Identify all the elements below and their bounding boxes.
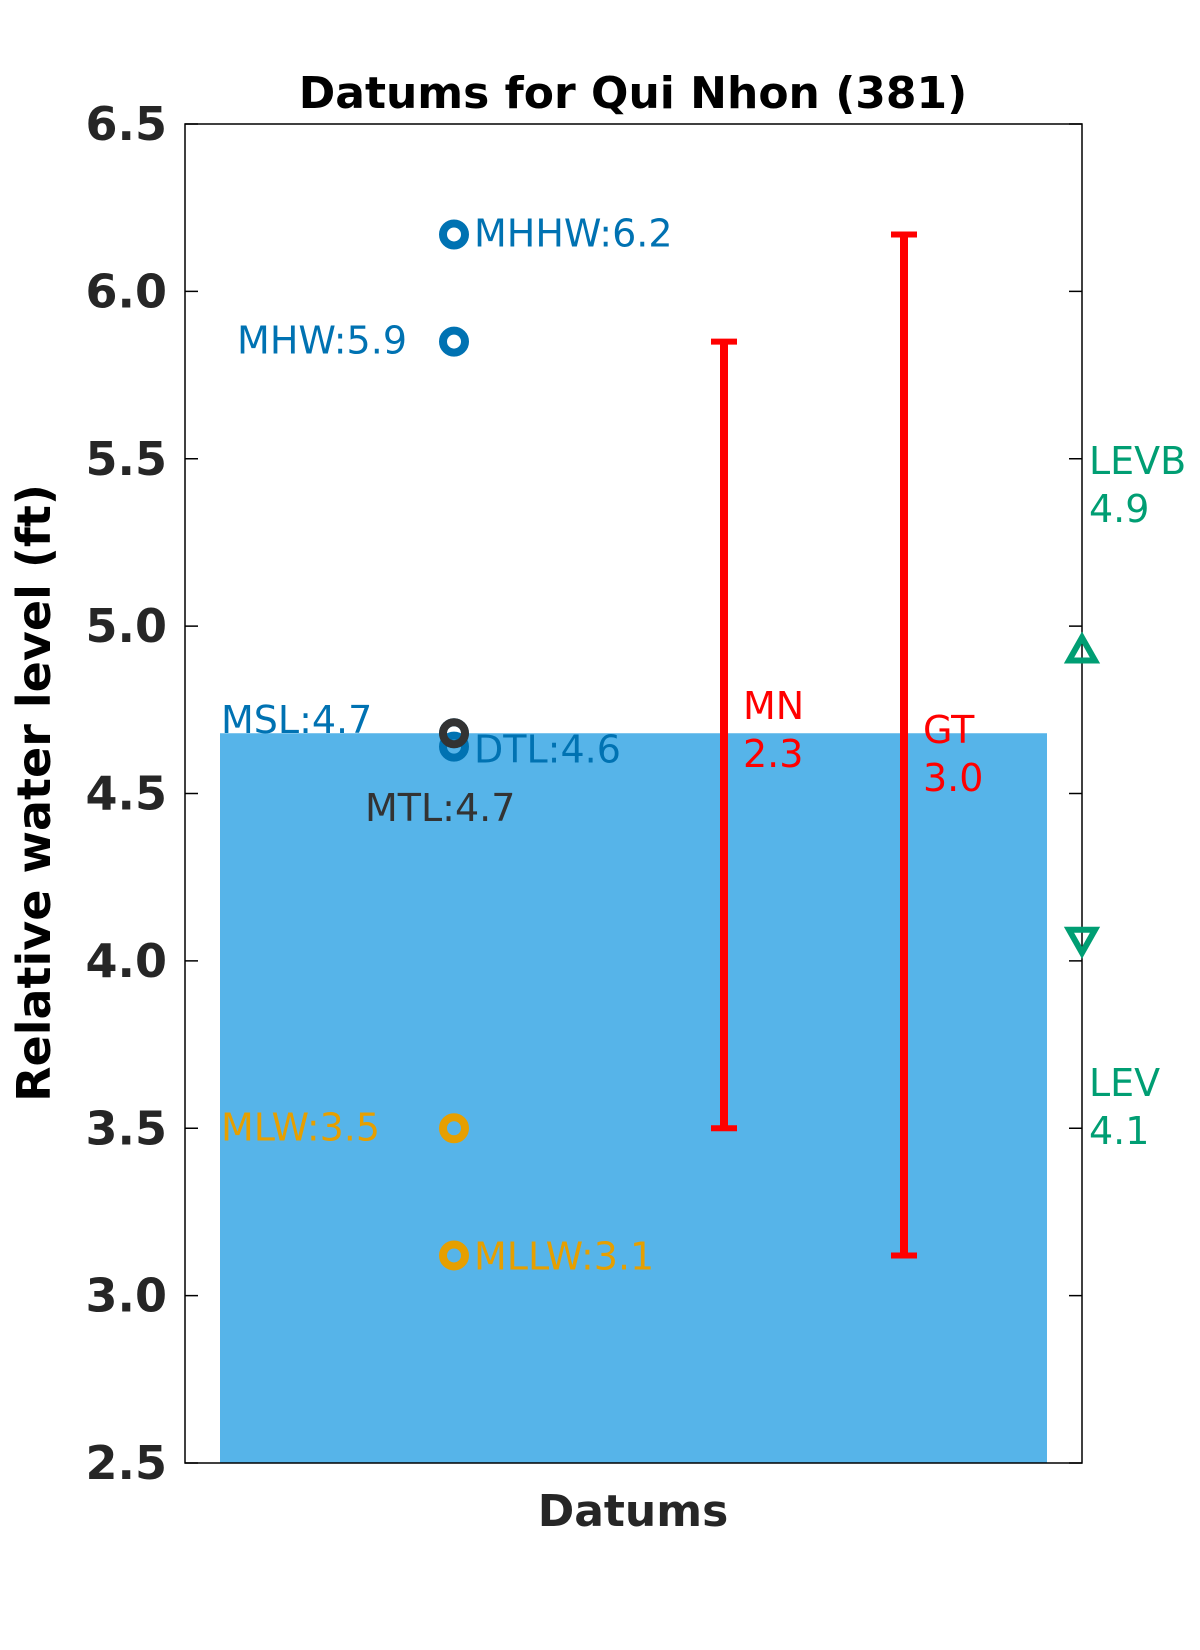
datum-label: DTL:4.6 <box>474 728 621 772</box>
extreme-label-value: 4.9 <box>1089 487 1149 531</box>
extreme-label-value: 4.1 <box>1089 1109 1149 1153</box>
y-tick-label: 6.0 <box>86 264 168 318</box>
y-tick-label: 4.5 <box>86 767 168 821</box>
datum-marker <box>439 731 469 762</box>
extreme-label-name: LEVB <box>1089 439 1186 483</box>
range-label-value: 3.0 <box>923 756 983 800</box>
datum-label: MSL:4.7 <box>221 698 372 742</box>
range-label-name: MN <box>743 684 804 728</box>
datum-label: MHW:5.9 <box>237 319 407 363</box>
y-tick-label: 3.5 <box>86 1101 168 1155</box>
datum-label: MTL:4.7 <box>365 786 515 830</box>
range-label-value: 2.3 <box>743 732 803 776</box>
y-tick-label: 5.0 <box>86 599 168 653</box>
extreme-marker <box>1063 926 1101 959</box>
x-axis-label: Datums <box>538 1486 729 1537</box>
y-tick-label: 6.5 <box>86 97 168 151</box>
y-tick-label: 2.5 <box>86 1436 168 1490</box>
datum-marker <box>439 718 469 749</box>
y-tick-label: 5.5 <box>86 432 168 486</box>
y-axis-label: Relative water level (ft) <box>7 484 61 1102</box>
datum-label: MLLW:3.1 <box>474 1234 654 1278</box>
y-tick-label: 4.0 <box>86 934 168 988</box>
datum-marker <box>439 1113 469 1144</box>
extreme-label-name: LEV <box>1089 1061 1160 1105</box>
y-tick-label: 3.0 <box>86 1269 168 1323</box>
datum-label: MHHW:6.2 <box>474 211 673 255</box>
datum-label: MLW:3.5 <box>221 1105 380 1149</box>
datum-marker <box>439 326 469 357</box>
datum-marker <box>439 1240 469 1271</box>
filled-region <box>220 733 1047 1463</box>
datum-marker <box>439 219 469 250</box>
plot-area: 2.5 3.0 3.5 4.0 4.5 5.0 5.5 6.0 6.5 MHHW:6.2 MHW:5… <box>86 97 1187 1490</box>
extreme-marker <box>1063 631 1101 664</box>
chart-title: Datums for Qui Nhon (381) <box>299 68 968 119</box>
range-label-name: GT <box>923 708 975 752</box>
